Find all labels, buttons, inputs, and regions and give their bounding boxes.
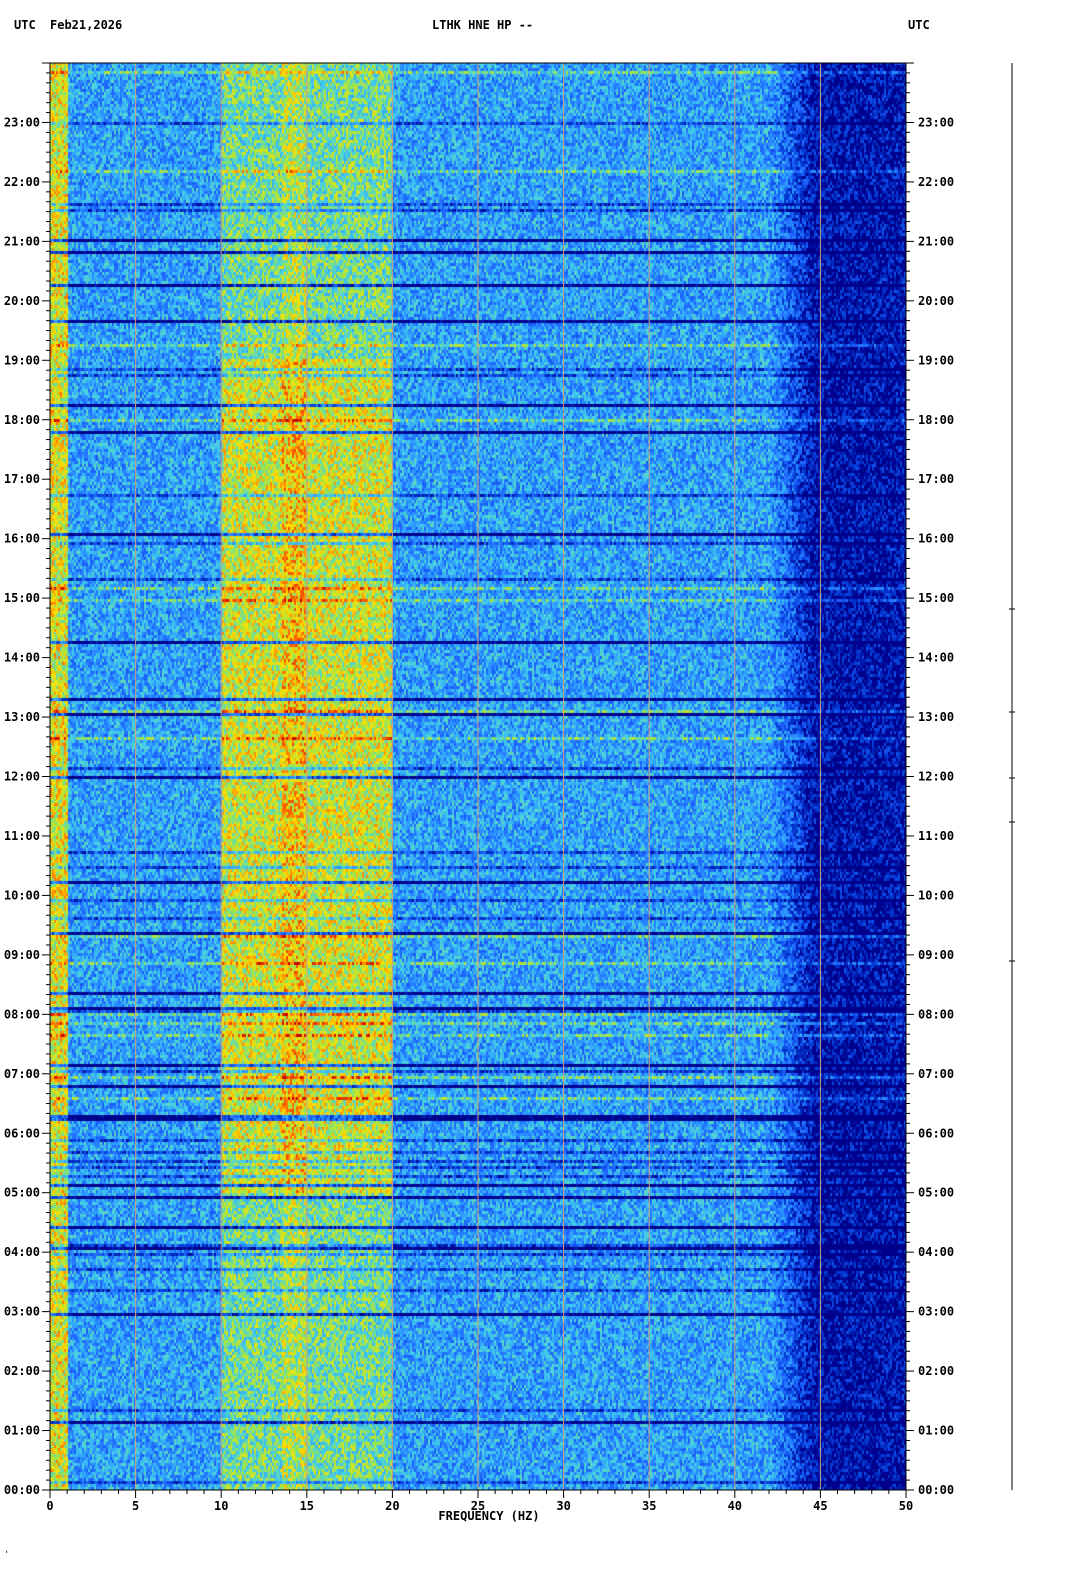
left-time-label: 16:00 bbox=[4, 532, 40, 546]
x-axis-label: FREQUENCY (HZ) bbox=[438, 1509, 540, 1523]
left-time-label: 08:00 bbox=[4, 1007, 40, 1021]
corner-mark: ' bbox=[4, 1550, 10, 1560]
left-time-label: 23:00 bbox=[4, 115, 40, 129]
left-time-label: 15:00 bbox=[4, 591, 40, 605]
left-time-label: 17:00 bbox=[4, 472, 40, 486]
frequency-tick-label: 40 bbox=[728, 1499, 742, 1513]
right-time-label: 19:00 bbox=[918, 353, 954, 367]
left-time-label: 09:00 bbox=[4, 948, 40, 962]
left-time-label: 03:00 bbox=[4, 1305, 40, 1319]
left-timezone-label: UTC bbox=[14, 18, 36, 32]
right-time-label: 16:00 bbox=[918, 532, 954, 546]
right-time-label: 10:00 bbox=[918, 888, 954, 902]
date-label: Feb21,2026 bbox=[50, 18, 123, 32]
frequency-tick-label: 50 bbox=[899, 1499, 913, 1513]
right-time-label: 04:00 bbox=[918, 1245, 954, 1259]
left-time-label: 11:00 bbox=[4, 829, 40, 843]
left-time-label: 04:00 bbox=[4, 1245, 40, 1259]
left-time-label: 21:00 bbox=[4, 234, 40, 248]
left-time-label: 01:00 bbox=[4, 1424, 40, 1438]
right-timezone-label: UTC bbox=[908, 18, 930, 32]
left-time-label: 18:00 bbox=[4, 413, 40, 427]
left-time-label: 14:00 bbox=[4, 651, 40, 665]
frequency-gridlines bbox=[135, 63, 821, 1490]
right-time-label: 20:00 bbox=[918, 294, 954, 308]
right-time-label: 18:00 bbox=[918, 413, 954, 427]
right-time-label: 21:00 bbox=[918, 234, 954, 248]
frequency-tick-label: 0 bbox=[46, 1499, 53, 1513]
right-time-label: 00:00 bbox=[918, 1483, 954, 1497]
right-time-axis: 00:00 01:00 02:00 03:00 04:00 05:00 06:00 07:00… bbox=[906, 62, 954, 1497]
frequency-tick-label: 20 bbox=[385, 1499, 399, 1513]
frequency-tick-label: 35 bbox=[642, 1499, 656, 1513]
right-time-label: 11:00 bbox=[918, 829, 954, 843]
right-time-label: 07:00 bbox=[918, 1067, 954, 1081]
frequency-tick-label: 15 bbox=[300, 1499, 314, 1513]
right-time-label: 23:00 bbox=[918, 115, 954, 129]
right-time-label: 01:00 bbox=[918, 1424, 954, 1438]
right-time-label: 15:00 bbox=[918, 591, 954, 605]
frequency-tick-label: 45 bbox=[813, 1499, 827, 1513]
left-time-label: 06:00 bbox=[4, 1126, 40, 1140]
right-time-label: 05:00 bbox=[918, 1186, 954, 1200]
left-time-label: 05:00 bbox=[4, 1186, 40, 1200]
right-time-label: 03:00 bbox=[918, 1305, 954, 1319]
left-time-label: 02:00 bbox=[4, 1364, 40, 1378]
frequency-tick-label: 5 bbox=[132, 1499, 139, 1513]
left-time-label: 12:00 bbox=[4, 770, 40, 784]
left-time-label: 22:00 bbox=[4, 175, 40, 189]
right-time-label: 08:00 bbox=[918, 1007, 954, 1021]
right-time-label: 06:00 bbox=[918, 1126, 954, 1140]
left-time-label: 07:00 bbox=[4, 1067, 40, 1081]
left-time-label: 00:00 bbox=[4, 1483, 40, 1497]
right-time-label: 17:00 bbox=[918, 472, 954, 486]
right-time-label: 14:00 bbox=[918, 651, 954, 665]
right-time-label: 13:00 bbox=[918, 710, 954, 724]
frequency-tick-label: 30 bbox=[556, 1499, 570, 1513]
chart-title: LTHK HNE HP -- bbox=[432, 18, 534, 32]
right-time-label: 22:00 bbox=[918, 175, 954, 189]
left-time-axis: 00:00 01:00 02:00 03:00 04:00 05:00 06:00 07:00… bbox=[4, 62, 50, 1497]
right-time-label: 09:00 bbox=[918, 948, 954, 962]
frequency-tick-label: 25 bbox=[471, 1499, 485, 1513]
frequency-tick-label: 10 bbox=[214, 1499, 228, 1513]
frequency-axis: 0 5 10 15 20 25 30 35 40 45 50 bbox=[46, 1490, 913, 1513]
left-time-label: 20:00 bbox=[4, 294, 40, 308]
amplitude-scale-ticks bbox=[1009, 608, 1015, 962]
left-time-label: 19:00 bbox=[4, 353, 40, 367]
left-time-label: 10:00 bbox=[4, 888, 40, 902]
right-time-label: 02:00 bbox=[918, 1364, 954, 1378]
left-time-label: 13:00 bbox=[4, 710, 40, 724]
right-time-label: 12:00 bbox=[918, 770, 954, 784]
